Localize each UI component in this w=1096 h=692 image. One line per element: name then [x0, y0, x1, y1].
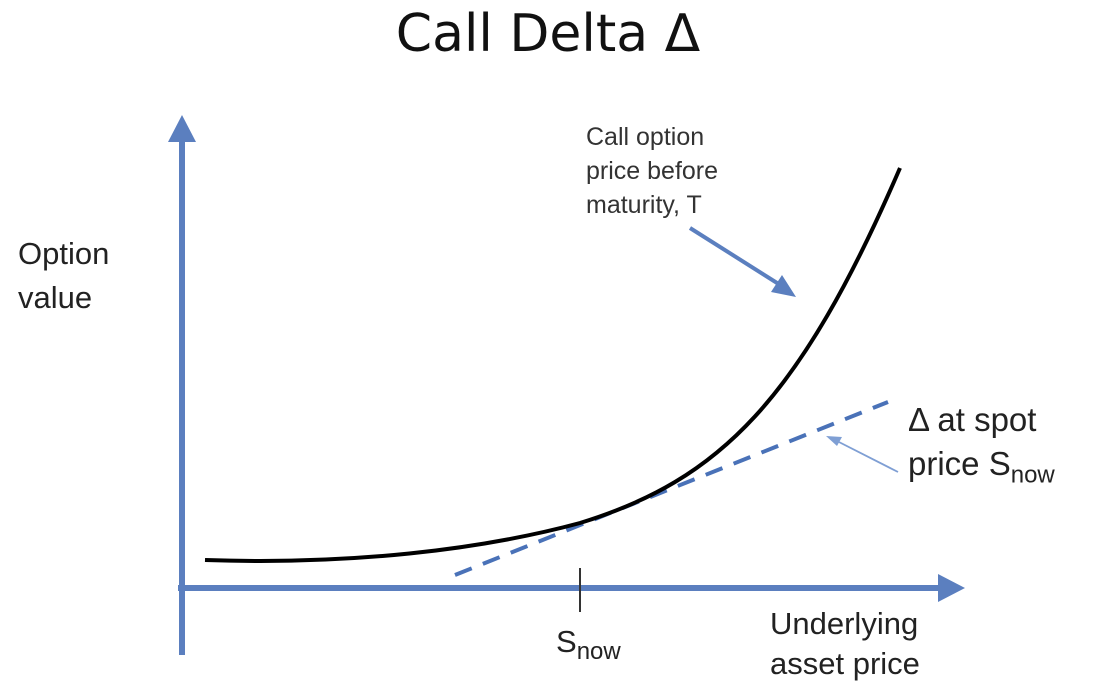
x-axis-label-line2: asset price [770, 646, 920, 681]
x-axis-label: Underlying asset price [770, 604, 920, 684]
y-axis-arrowhead [168, 115, 196, 142]
callout-line1: Call option [586, 123, 705, 151]
curve-callout-label: Call option price before maturity, T [586, 120, 718, 222]
delta-label-main: price S [908, 445, 1011, 482]
delta-label-line2: price Snow [908, 442, 1055, 498]
x-axis-label-line1: Underlying [770, 606, 919, 641]
spot-label-main: S [556, 624, 577, 659]
spot-label-sub: now [576, 638, 621, 666]
delta-label-line1: Δ at spot [908, 401, 1037, 438]
callout-line3: maturity, T [586, 191, 702, 219]
diagram-title: Call Delta Δ [395, 4, 701, 64]
delta-pointer-arrowhead [826, 436, 842, 446]
delta-tangent-line [454, 400, 889, 577]
spot-price-label: Snow [556, 624, 621, 666]
call-price-curve [204, 167, 902, 563]
callout-arrowhead [771, 275, 796, 297]
y-axis-label: Option value [18, 232, 109, 320]
delta-label: Δ at spot price Snow [908, 398, 1055, 498]
callout-arrow [688, 226, 787, 290]
y-axis-label-line1: Option [18, 236, 110, 271]
delta-label-sub: now [1010, 461, 1055, 489]
y-axis-label-line2: value [18, 280, 93, 315]
delta-pointer-arrow [834, 439, 899, 473]
x-axis-arrowhead [938, 574, 965, 602]
callout-line2: price before [586, 157, 719, 185]
